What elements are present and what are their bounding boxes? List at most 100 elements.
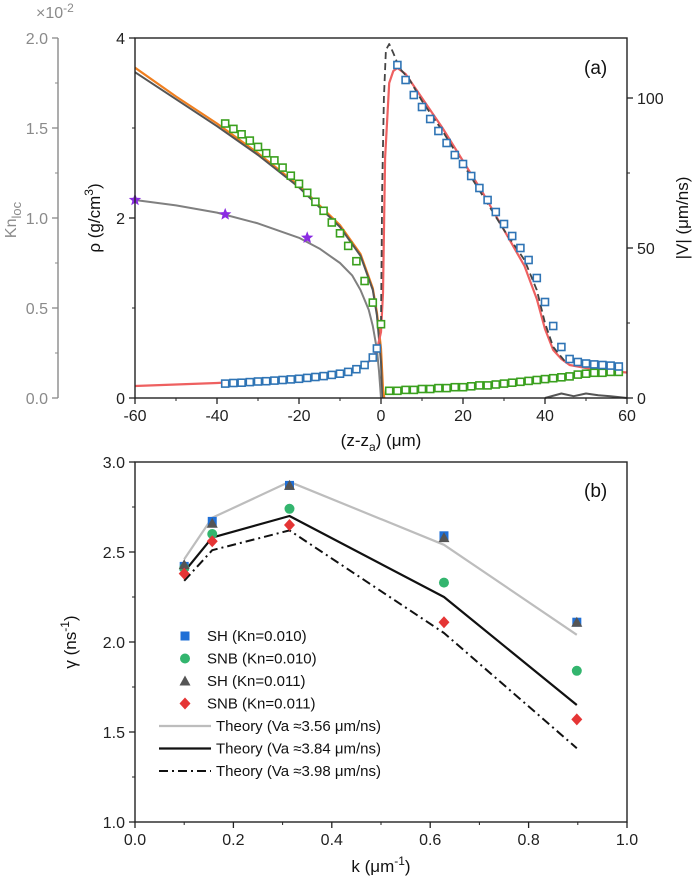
kn-axis-tick-label: 0.0 [26, 391, 48, 408]
panel-b-line-5 [183, 514, 578, 706]
kn-axis-tick-label: 1.0 [26, 211, 48, 228]
panel-b-point-3-1 [206, 535, 218, 548]
panel-a-point-6-28 [458, 159, 468, 169]
rho-axis-ticks: 0 2 4 [116, 31, 135, 408]
panel-a-point-6-21 [401, 75, 410, 85]
panel-a-point-3-34 [499, 379, 509, 388]
panel-a-point-6-36 [524, 255, 533, 265]
panel-a-point-3-44 [581, 369, 591, 379]
panel-a-point-6-37 [532, 273, 542, 283]
panel-a-point-6-44 [589, 360, 599, 369]
legend-marker-0 [180, 631, 190, 641]
panel-a-point-3-8 [286, 171, 296, 180]
panel-a-point-3-19 [376, 319, 386, 329]
panel-a-point-6-12 [319, 371, 328, 381]
panel-a-point-6-40 [557, 342, 566, 352]
panel-a-point-6-11 [311, 372, 320, 382]
kn-axis-multiplier: ×10-2 [36, 1, 74, 22]
panel-a-point-6-46 [606, 361, 615, 370]
panel-a-point-6-45 [598, 360, 607, 370]
panel-a-point-6-32 [491, 207, 501, 217]
panel-a-point-6-9 [294, 374, 304, 384]
panel-b-point-2-3 [438, 532, 450, 543]
legend-label-2: SH (Kn=0.011) [207, 673, 306, 690]
panel-a-point-3-41 [557, 372, 566, 382]
legend-label-6: Theory (Va ≈3.98 μm/ns) [216, 763, 381, 780]
panel-a-point-3-23 [409, 385, 419, 395]
panel-a-point-3-39 [540, 374, 550, 384]
panel-a-point-3-13 [327, 218, 337, 227]
panel-a-x-tick-label: -60 [123, 408, 146, 425]
panel-a-point-3-46 [598, 368, 607, 378]
panel-a-point-3-4 [253, 142, 263, 152]
panel-a-point-6-0 [220, 379, 230, 388]
panel-a-point-6-5 [261, 376, 271, 386]
panel-a-point-3-10 [302, 188, 312, 198]
panel-a-point-3-6 [270, 156, 279, 165]
panel-a-point-3-1 [229, 124, 238, 134]
panel-a-point-3-21 [393, 386, 402, 396]
panel-a-x-tick-label: -40 [205, 408, 228, 425]
panel-a-point-3-37 [524, 376, 533, 386]
rho-axis-tick-label: 2 [116, 211, 125, 228]
panel-b-x-tick-label: 0.0 [124, 832, 146, 849]
panel-a-x-tick-label: 40 [536, 408, 554, 425]
kn-axis-label: Knloc [3, 201, 24, 238]
v-axis-tick-label: 0 [637, 391, 646, 408]
panel-b-x-tick-label: 0.6 [419, 832, 441, 849]
kn-axis-tick-label: 1.5 [26, 121, 48, 138]
panel-a-point-3-45 [589, 368, 599, 378]
rho-axis-tick-label: 4 [116, 31, 125, 48]
panel-a-point-3-17 [360, 276, 369, 286]
panel-b-point-3-3 [438, 616, 450, 629]
kn-axis-tick-label: 0.5 [26, 301, 48, 318]
panel-a-point-6-34 [507, 231, 517, 241]
legend-marker-2 [179, 675, 191, 686]
panel-a-point-3-26 [434, 383, 443, 393]
legend-marker-3 [179, 697, 191, 710]
panel-a-point-6-2 [237, 378, 246, 388]
panel-a-point-3-14 [335, 229, 345, 238]
panel-a-point-3-2 [237, 130, 246, 139]
panel-a-point-6-26 [442, 138, 451, 148]
panel-a-point-6-39 [548, 321, 558, 331]
panel-a-point-6-35 [516, 243, 525, 253]
panel-a-point-6-27 [450, 150, 460, 160]
panel-a-point-3-43 [573, 370, 583, 379]
panel-a-point-3-25 [425, 384, 435, 394]
panel-a-x-tick-label: 20 [454, 408, 472, 425]
legend-label-4: Theory (Va ≈3.56 μm/ns) [216, 718, 381, 735]
panel-b-x-ticks: 0.0 0.2 0.4 0.6 0.8 1.0 [124, 822, 638, 849]
panel-a-x-tick-label: 60 [618, 408, 636, 425]
panel-a-series [128, 43, 628, 399]
panel-a-point-6-47 [614, 362, 624, 371]
v-axis-tick-label: 50 [637, 241, 655, 258]
panel-a-point-6-22 [409, 90, 419, 100]
panel-a-point-3-30 [466, 381, 476, 391]
v-axis-label: |V| (μm/ns) [673, 177, 692, 260]
legend-label-5: Theory (Va ≈3.84 μm/ns) [216, 741, 381, 758]
v-axis-tick-label: 100 [637, 91, 664, 108]
panel-b-y-ticks: 1.0 1.5 2.0 2.5 3.0 [103, 455, 135, 832]
panel-a-point-3-35 [507, 378, 517, 388]
panel-a-line-0 [134, 66, 386, 399]
legend-label-1: SNB (Kn=0.010) [207, 651, 317, 668]
panel-a-point-6-18 [368, 353, 378, 362]
panel-a-point-6-33 [499, 219, 509, 229]
panel-a-point-6-14 [335, 369, 345, 379]
panel-a-point-3-5 [261, 148, 271, 158]
panel-a-point-3-33 [491, 380, 501, 389]
panel-a-point-3-28 [450, 382, 460, 392]
panel-a-point-6-25 [434, 126, 443, 136]
legend-label-0: SH (Kn=0.010) [207, 628, 307, 645]
panel-a-point-3-11 [311, 197, 320, 207]
panel-b-line-4 [183, 480, 578, 636]
panel-a-x-label: (z-za) (μm) [341, 431, 422, 454]
panel-a-x-tick-label: -20 [287, 408, 310, 425]
panel-b-x-label: k (μm-1) [351, 854, 410, 876]
panel-a-point-6-4 [253, 377, 263, 386]
panel-a-point-3-20 [384, 386, 394, 396]
rho-axis-tick-label: 0 [116, 391, 125, 408]
panel-a-point-3-18 [368, 298, 378, 307]
